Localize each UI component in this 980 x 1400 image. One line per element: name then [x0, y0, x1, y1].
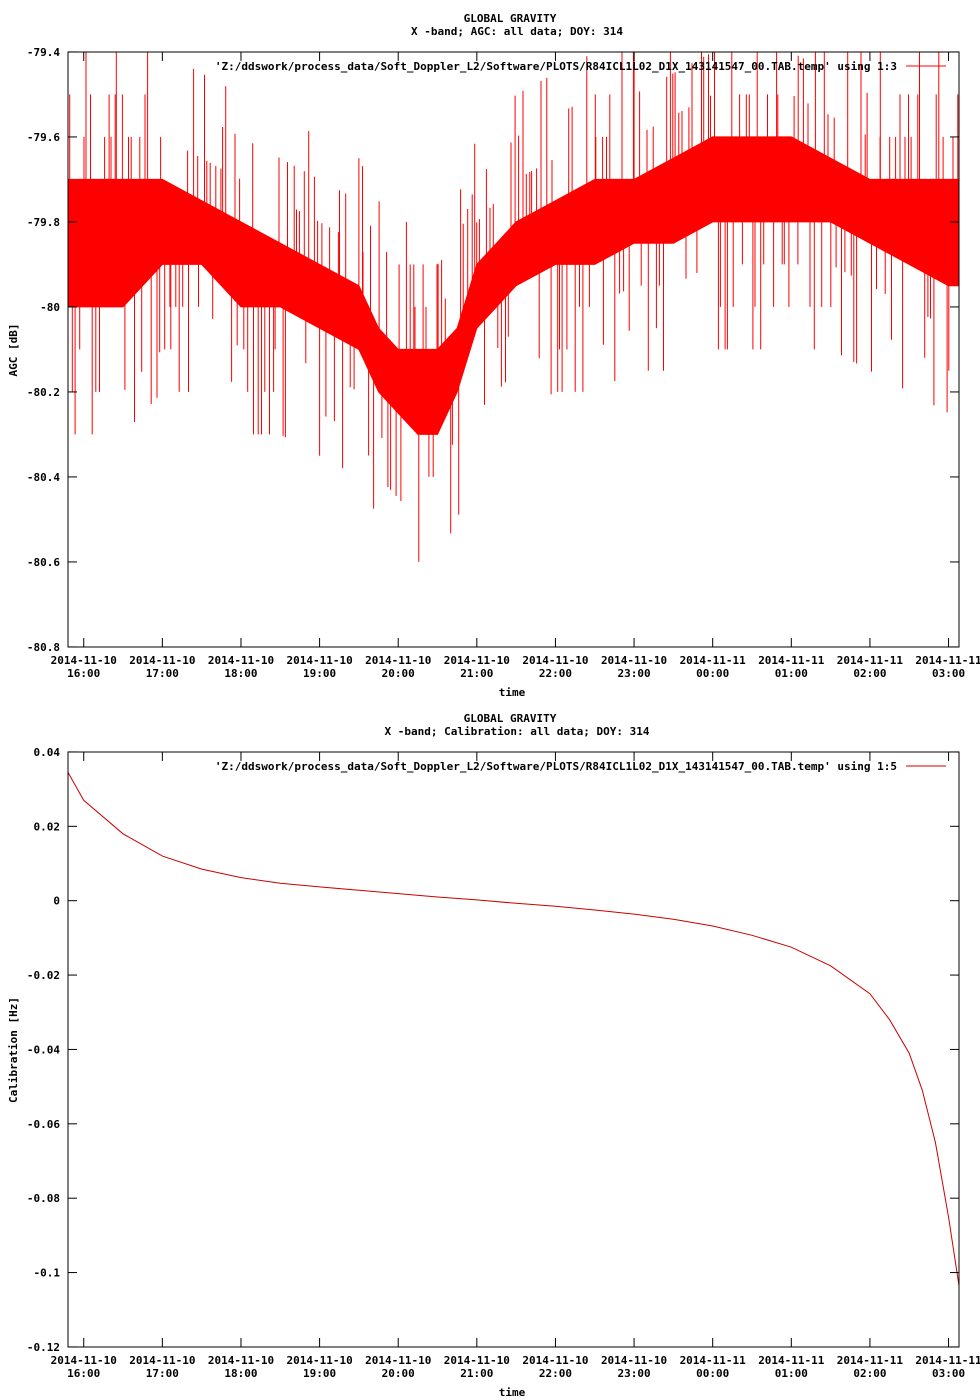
agc-xtick-time: 22:00	[539, 667, 572, 680]
agc-xtick-time: 20:00	[382, 667, 415, 680]
agc-xtick-time: 01:00	[775, 667, 808, 680]
agc-xtick-date: 2014-11-10	[444, 654, 510, 667]
calibration-xtick-date: 2014-11-11	[915, 1354, 980, 1367]
agc-chart-subtitle: X -band; AGC: all data; DOY: 314	[411, 25, 623, 38]
agc-xtick-time: 23:00	[618, 667, 651, 680]
calibration-ytick-label: 0	[53, 895, 60, 908]
agc-xtick-time: 19:00	[303, 667, 336, 680]
calibration-chart: GLOBAL GRAVITY X -band; Calibration: all…	[7, 712, 980, 1399]
calibration-data-layer	[67, 772, 960, 1286]
calibration-xtick-date: 2014-11-11	[758, 1354, 825, 1367]
calibration-xtick-date: 2014-11-10	[51, 1354, 117, 1367]
calibration-legend-label: 'Z:/ddswork/process_data/Soft_Doppler_L2…	[215, 760, 897, 773]
agc-xtick-time: 03:00	[932, 667, 965, 680]
agc-xtick-date: 2014-11-10	[51, 654, 117, 667]
calibration-plot-frame	[67, 751, 960, 1348]
calibration-ytick-label: -0.1	[34, 1267, 61, 1280]
agc-ytick-label: -80.8	[27, 641, 60, 654]
calibration-ytick-label: 0.02	[34, 820, 61, 833]
calibration-xtick-date: 2014-11-10	[129, 1354, 195, 1367]
calibration-ytick-label: -0.06	[27, 1118, 60, 1131]
calibration-ytick-label: -0.12	[27, 1341, 60, 1354]
calibration-xtick-time: 02:00	[853, 1367, 886, 1380]
agc-xtick-time: 17:00	[146, 667, 179, 680]
calibration-y-axis: -0.12 -0.1 -0.08 -0.06 -0.04 -0.02 0 0.02 0.04	[27, 746, 960, 1354]
agc-xtick-date: 2014-11-11	[758, 654, 825, 667]
calibration-ytick-label: -0.02	[27, 969, 60, 982]
agc-xtick-time: 21:00	[460, 667, 493, 680]
calibration-xtick-time: 00:00	[696, 1367, 729, 1380]
agc-xtick-date: 2014-11-10	[601, 654, 667, 667]
agc-xtick-date: 2014-11-10	[286, 654, 352, 667]
calibration-xtick-time: 18:00	[224, 1367, 257, 1380]
agc-xtick-time: 00:00	[696, 667, 729, 680]
calibration-x-axis-label: time	[499, 1386, 526, 1399]
calibration-xtick-time: 17:00	[146, 1367, 179, 1380]
agc-ytick-label: -80.4	[27, 471, 60, 484]
agc-ytick-label: -79.6	[27, 131, 60, 144]
agc-legend-label: 'Z:/ddswork/process_data/Soft_Doppler_L2…	[215, 60, 897, 73]
calibration-xtick-time: 21:00	[460, 1367, 493, 1380]
calibration-xtick-date: 2014-11-10	[522, 1354, 588, 1367]
agc-xtick-date: 2014-11-10	[522, 654, 588, 667]
agc-ytick-label: -80.6	[27, 556, 60, 569]
calibration-xtick-date: 2014-11-11	[837, 1354, 904, 1367]
calibration-xtick-time: 23:00	[618, 1367, 651, 1380]
calibration-xtick-date: 2014-11-10	[208, 1354, 274, 1367]
calibration-x-axis: 2014-11-1016:002014-11-1017:002014-11-10…	[51, 751, 980, 1380]
calibration-ytick-label: 0.04	[34, 746, 61, 759]
calibration-y-axis-label: Calibration [Hz]	[7, 997, 20, 1103]
calibration-xtick-date: 2014-11-10	[286, 1354, 352, 1367]
agc-xtick-date: 2014-11-10	[129, 654, 195, 667]
agc-xtick-date: 2014-11-11	[837, 654, 904, 667]
agc-y-axis: -80.8 -80.6 -80.4 -80.2 -80 -79.8 -79.6 -79.4	[27, 46, 960, 654]
calibration-xtick-time: 03:00	[932, 1367, 965, 1380]
agc-xtick-date: 2014-11-11	[915, 654, 980, 667]
agc-series-band	[67, 136, 960, 435]
agc-ytick-label: -79.4	[27, 46, 60, 59]
agc-ytick-label: -80.2	[27, 386, 60, 399]
agc-x-axis: 2014-11-1016:002014-11-1017:002014-11-10…	[51, 51, 980, 680]
agc-xtick-time: 18:00	[224, 667, 257, 680]
agc-chart-title: GLOBAL GRAVITY	[464, 12, 557, 25]
agc-xtick-date: 2014-11-10	[208, 654, 274, 667]
agc-xtick-time: 16:00	[67, 667, 100, 680]
agc-plot-frame	[67, 51, 960, 648]
calibration-xtick-time: 20:00	[382, 1367, 415, 1380]
calibration-xtick-time: 16:00	[67, 1367, 100, 1380]
agc-x-axis-label: time	[499, 686, 526, 699]
agc-xtick-date: 2014-11-11	[680, 654, 747, 667]
agc-legend: 'Z:/ddswork/process_data/Soft_Doppler_L2…	[215, 60, 946, 73]
calibration-xtick-date: 2014-11-10	[444, 1354, 510, 1367]
calibration-legend: 'Z:/ddswork/process_data/Soft_Doppler_L2…	[215, 760, 946, 773]
calibration-chart-subtitle: X -band; Calibration: all data; DOY: 314	[385, 725, 650, 738]
calibration-xtick-date: 2014-11-10	[601, 1354, 667, 1367]
calibration-xtick-date: 2014-11-11	[680, 1354, 747, 1367]
calibration-xtick-time: 19:00	[303, 1367, 336, 1380]
calibration-xtick-date: 2014-11-10	[365, 1354, 431, 1367]
agc-ytick-label: -79.8	[27, 216, 60, 229]
calibration-chart-title: GLOBAL GRAVITY	[464, 712, 557, 725]
agc-data-layer	[67, 51, 960, 562]
calibration-ytick-label: -0.08	[27, 1192, 60, 1205]
agc-xtick-time: 02:00	[853, 667, 886, 680]
agc-y-axis-label: AGC [dB]	[7, 324, 20, 377]
agc-xtick-date: 2014-11-10	[365, 654, 431, 667]
calibration-ytick-label: -0.04	[27, 1043, 60, 1056]
calibration-xtick-time: 22:00	[539, 1367, 572, 1380]
agc-ytick-label: -80	[40, 301, 60, 314]
calibration-series-line	[67, 772, 960, 1286]
agc-chart: GLOBAL GRAVITY X -band; AGC: all data; D…	[7, 12, 980, 699]
calibration-xtick-time: 01:00	[775, 1367, 808, 1380]
